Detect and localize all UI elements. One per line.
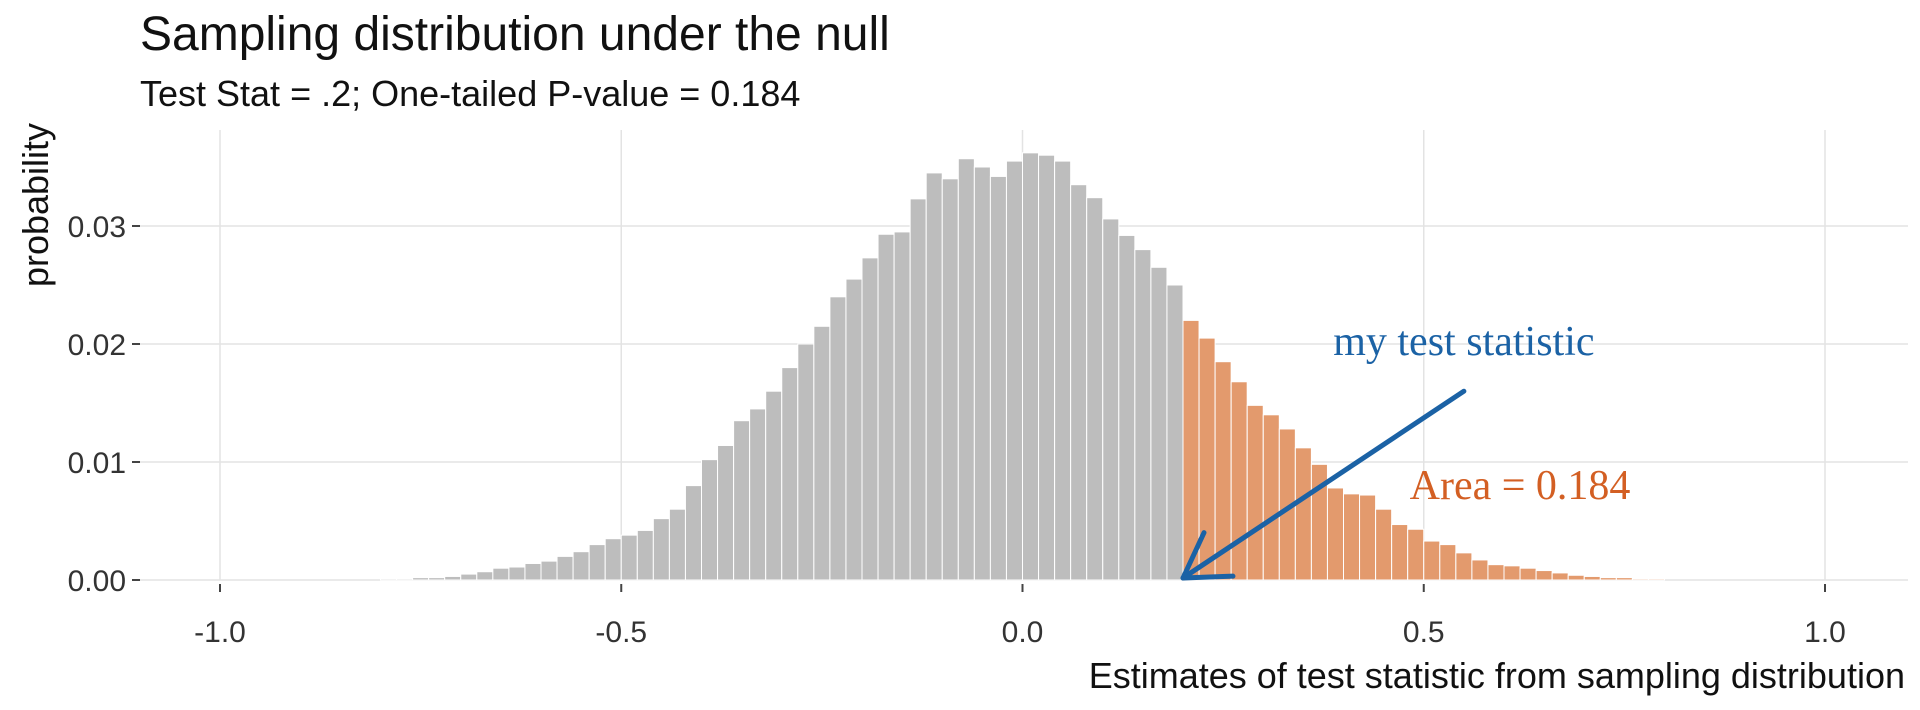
histogram-bar [1391, 524, 1409, 581]
histogram-bar [1166, 284, 1184, 581]
histogram-bar [1326, 487, 1344, 581]
histogram-bar [1054, 160, 1072, 581]
histogram-bar [765, 390, 783, 581]
histogram-bar [893, 231, 911, 581]
histogram-bar [877, 233, 895, 581]
chart-title: Sampling distribution under the null [140, 8, 890, 61]
histogram-bar [636, 529, 654, 581]
histogram-bar [1102, 218, 1120, 581]
histogram-bar [620, 534, 638, 581]
y-tick-label: 0.02 [68, 329, 126, 362]
histogram-bar [1230, 381, 1248, 581]
histogram-bar [797, 343, 815, 581]
y-tick-label: 0.03 [68, 211, 126, 244]
histogram-bar [1343, 493, 1361, 581]
histogram-bar [1262, 414, 1280, 581]
histogram-bar [1150, 266, 1168, 581]
histogram-bar [684, 485, 703, 581]
histogram-bar [508, 566, 526, 581]
y-tick-label: 0.00 [68, 565, 126, 598]
histogram-bar [1551, 572, 1569, 581]
histogram-bar [829, 296, 847, 581]
arrow-shaft [1180, 388, 1467, 581]
histogram-bar [1583, 575, 1601, 581]
histogram-bar [909, 198, 927, 581]
histogram-bar [1407, 528, 1425, 581]
histogram-bar [668, 508, 686, 581]
annotations: my test statistic Area = 0.184 [1180, 319, 1631, 581]
histogram-bar [1375, 508, 1393, 581]
x-tick-label: -0.5 [595, 616, 647, 649]
histogram-bar [1455, 552, 1473, 581]
histogram-bar [925, 172, 943, 581]
test-statistic-label: my test statistic [1333, 319, 1594, 365]
histogram-bar [1535, 570, 1553, 581]
x-tick-label: 0.5 [1403, 616, 1445, 649]
histogram-bar [1519, 567, 1537, 581]
histogram-bar [380, 578, 398, 581]
histogram-bar [540, 560, 558, 581]
y-axis-title: probability [15, 123, 56, 287]
chart-subtitle: Test Stat = .2; One-tailed P-value = 0.1… [140, 73, 800, 114]
histogram-bar [989, 175, 1007, 581]
histogram-bar [1182, 319, 1200, 581]
histogram-bar [1118, 234, 1136, 581]
histogram-bar [588, 544, 606, 581]
histogram-bar [524, 562, 542, 581]
histogram-bar [973, 166, 991, 581]
histogram-bar [604, 538, 622, 581]
histogram-bar [572, 551, 590, 581]
histogram-bar [1567, 574, 1585, 581]
histogram-bar [492, 567, 510, 581]
histogram-bar [1647, 578, 1665, 581]
histogram-bar [652, 518, 670, 581]
histogram-bar [749, 408, 767, 581]
histogram-bar [861, 257, 879, 581]
histogram-bar [396, 578, 414, 581]
histogram-bar [1086, 197, 1104, 581]
histogram-bar [1022, 152, 1040, 581]
histogram-bar [1439, 544, 1457, 581]
x-tick-label: 1.0 [1804, 616, 1846, 649]
bars-tail [1182, 319, 1665, 581]
x-axis-title: Estimates of test statistic from samplin… [1089, 655, 1905, 696]
histogram-bar [428, 577, 446, 581]
x-tick-label: -1.0 [194, 616, 246, 649]
histogram-bar [845, 278, 863, 581]
bars-null [380, 152, 1184, 581]
histogram-bar [1246, 404, 1264, 581]
histogram-bar [1487, 564, 1505, 581]
histogram-bar [957, 158, 975, 581]
arrow-head [1180, 530, 1236, 581]
histogram-bar [444, 575, 462, 581]
histogram-bar [1070, 184, 1088, 581]
y-axis: 0.00 0.01 0.02 0.03 [68, 211, 140, 598]
histogram-bar [701, 459, 719, 581]
histogram-bar [1038, 154, 1056, 581]
histogram-bar [1631, 578, 1649, 581]
area-label: Area = 0.184 [1410, 463, 1631, 509]
x-tick-label: 0.0 [1002, 616, 1044, 649]
histogram-bar [733, 420, 751, 581]
histogram-bar [941, 178, 959, 581]
histogram-bar [556, 555, 574, 581]
histogram-bar [412, 577, 430, 581]
histogram-bar [460, 573, 478, 581]
histogram-bar [1359, 494, 1377, 581]
histogram-bar [476, 571, 494, 581]
histogram-bar [1615, 577, 1633, 581]
y-tick-label: 0.01 [68, 447, 126, 480]
histogram-bar [1599, 577, 1617, 581]
histogram-bar [1423, 540, 1441, 581]
histogram-bar [717, 444, 735, 581]
histogram-bar [1471, 559, 1489, 581]
histogram-bar [1503, 565, 1521, 581]
histogram-bar [781, 367, 799, 581]
histogram-bar [1134, 249, 1152, 581]
histogram-bar [813, 325, 831, 581]
histogram-bar [1005, 160, 1024, 581]
x-axis: -1.0 -0.5 0.0 0.5 1.0 [194, 584, 1846, 649]
histogram-bar [1294, 447, 1312, 581]
